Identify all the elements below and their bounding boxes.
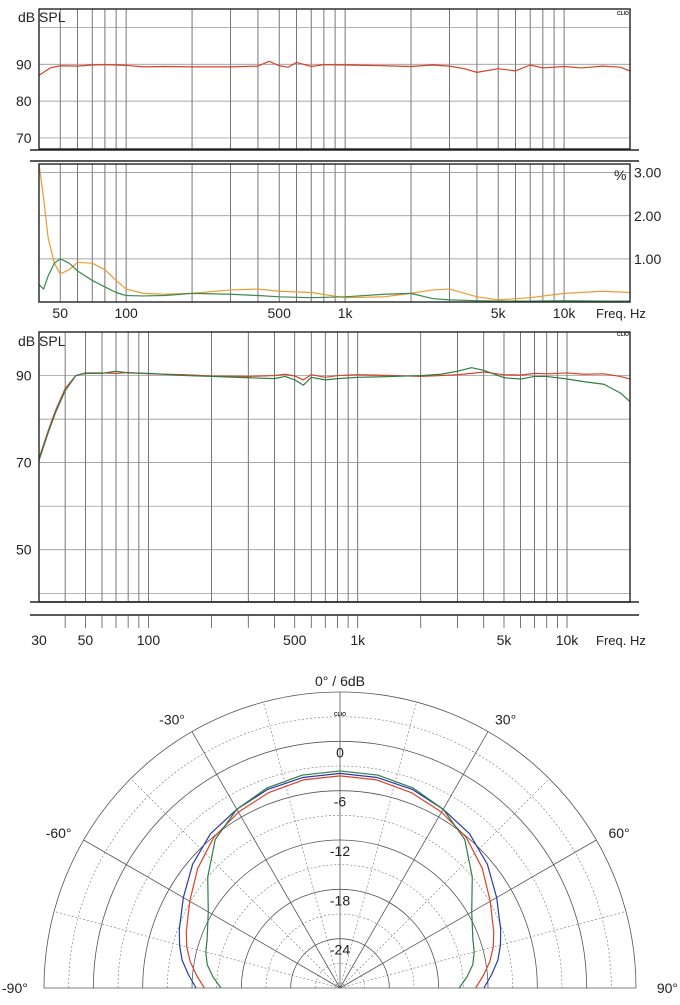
polar-spoke	[339, 839, 597, 989]
spl-bottom-xtick-label: 1k	[350, 632, 366, 648]
distortion-ylabel: %	[614, 167, 626, 183]
spl-top-frame	[38, 8, 631, 150]
spl-top-ytick-label: 70	[16, 130, 32, 146]
spl-bottom-xtick-label: 5k	[497, 632, 513, 648]
distortion-ytick-label: 2.00	[634, 208, 661, 224]
polar-spoke	[83, 839, 341, 989]
polar-radial-label: -6	[334, 794, 347, 810]
distortion-ytick-label: 3.00	[634, 165, 661, 181]
spl-bottom-logo: CLIO	[617, 332, 629, 338]
polar-spoke-minor	[339, 911, 626, 989]
polar-radial-label: -24	[330, 942, 350, 958]
spl-bottom-xlabel: Freq. Hz	[596, 633, 646, 648]
spl-bottom-ytick-label: 70	[16, 455, 32, 471]
spl-bottom-ytick-label: 50	[16, 542, 32, 558]
distortion-chart: % 1.00 2.00 3.00 50 100 500 1k 5k 10k Freq. Hz	[30, 160, 661, 321]
polar-logo: CLIO	[334, 712, 346, 718]
polar-spoke-minor	[339, 702, 417, 989]
polar-series-3	[205, 770, 475, 989]
polar-angle-label: 60°	[608, 825, 629, 841]
distortion-xtick-label: 500	[268, 305, 292, 321]
distortion-xtick-label: 1k	[338, 305, 354, 321]
polar-angle-label: 30°	[495, 712, 516, 728]
distortion-xtick-label: 5k	[491, 305, 507, 321]
polar-series-1	[178, 772, 502, 989]
distortion-ytick-label: 1.00	[634, 251, 661, 267]
polar-title: 0° / 6dB	[315, 673, 365, 689]
spl-top-logo: CLIO	[617, 11, 629, 17]
polar-spoke-minor	[339, 778, 550, 989]
spl-bottom-ylabel: dB SPL	[18, 333, 66, 349]
spl-bottom-chart: dB SPL CLIO 50 70 90 30 50 100 500 1k 5k 10k Fre…	[16, 331, 646, 648]
spl-bottom-xtick-label: 100	[137, 632, 161, 648]
polar-spoke-minor	[130, 778, 341, 989]
polar-spoke-minor	[263, 702, 341, 989]
distortion-xlabel: Freq. Hz	[596, 306, 646, 321]
polar-angle-label: 90°	[657, 980, 678, 996]
polar-angle-label: -90°	[2, 980, 28, 996]
polar-spoke	[339, 731, 489, 989]
polar-chart: 0 -6 -12 -18 -24 -30° 30° -60° 60° -90° 90° 0° / …	[2, 673, 678, 996]
distortion-series-1	[38, 163, 631, 301]
spl-top-series-1	[38, 60, 631, 76]
spl-bottom-xtick-label: 500	[283, 632, 307, 648]
polar-angle-label: -30°	[159, 712, 185, 728]
distortion-series-2	[38, 258, 630, 302]
spl-top-chart: dB SPL CLIO 70 80 90	[16, 8, 639, 151]
polar-radial-label: 0	[336, 744, 344, 760]
polar-radial-label: -12	[330, 843, 350, 859]
distortion-xtick-label: 10k	[553, 305, 577, 321]
spl-top-ytick-label: 80	[16, 93, 32, 109]
distortion-xtick-label: 100	[114, 305, 138, 321]
polar-angle-label: -60°	[46, 825, 72, 841]
polar-spoke-minor	[54, 911, 341, 989]
spl-bottom-xtick-label: 30	[31, 632, 47, 648]
spl-top-ylabel: dB SPL	[18, 9, 66, 25]
distortion-frame	[38, 163, 631, 303]
spl-bottom-xtick-label: 50	[78, 632, 94, 648]
polar-series-2	[185, 775, 495, 989]
spl-bottom-series-2	[38, 367, 631, 461]
spl-bottom-ytick-label: 90	[16, 368, 32, 384]
polar-radial-label: -18	[330, 892, 350, 908]
distortion-xtick-label: 50	[52, 305, 68, 321]
spl-bottom-series-1	[38, 371, 631, 459]
spl-bottom-xtick-label: 10k	[556, 632, 580, 648]
spl-top-ytick-label: 90	[16, 56, 32, 72]
polar-spoke	[191, 731, 341, 989]
